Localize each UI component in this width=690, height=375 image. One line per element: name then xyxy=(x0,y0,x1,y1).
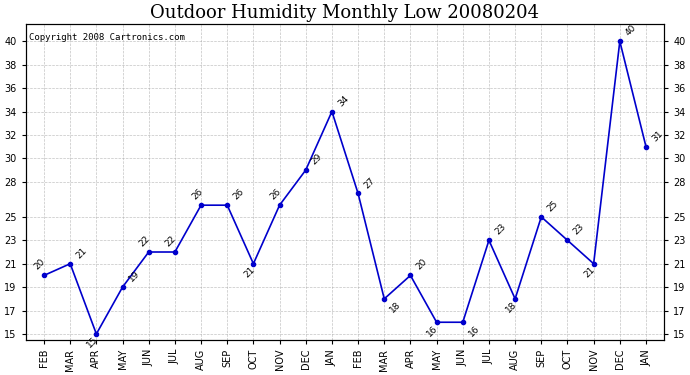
Text: 26: 26 xyxy=(231,187,246,202)
Text: 18: 18 xyxy=(388,300,403,315)
Text: 21: 21 xyxy=(75,246,89,260)
Text: 16: 16 xyxy=(467,324,482,338)
Text: 19: 19 xyxy=(127,269,141,284)
Text: 23: 23 xyxy=(493,222,508,237)
Text: 21: 21 xyxy=(242,265,257,280)
Text: 20: 20 xyxy=(415,258,429,272)
Text: 23: 23 xyxy=(571,222,586,237)
Text: 22: 22 xyxy=(164,234,178,249)
Text: 25: 25 xyxy=(546,199,560,213)
Text: 31: 31 xyxy=(650,129,664,143)
Text: 29: 29 xyxy=(310,152,324,166)
Text: Copyright 2008 Cartronics.com: Copyright 2008 Cartronics.com xyxy=(29,33,185,42)
Text: 27: 27 xyxy=(362,176,377,190)
Text: 26: 26 xyxy=(190,187,204,202)
Text: 21: 21 xyxy=(582,265,597,280)
Text: 22: 22 xyxy=(137,234,152,249)
Text: 40: 40 xyxy=(624,23,638,38)
Text: 20: 20 xyxy=(33,258,48,272)
Text: 18: 18 xyxy=(504,300,518,315)
Text: 15: 15 xyxy=(86,335,100,350)
Text: 34: 34 xyxy=(336,93,351,108)
Title: Outdoor Humidity Monthly Low 20080204: Outdoor Humidity Monthly Low 20080204 xyxy=(150,4,540,22)
Text: 26: 26 xyxy=(268,187,283,202)
Text: 16: 16 xyxy=(426,324,440,338)
